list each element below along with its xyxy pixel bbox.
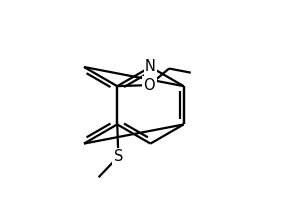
Text: N: N — [145, 60, 156, 74]
Text: S: S — [114, 149, 123, 164]
Text: O: O — [144, 78, 155, 93]
